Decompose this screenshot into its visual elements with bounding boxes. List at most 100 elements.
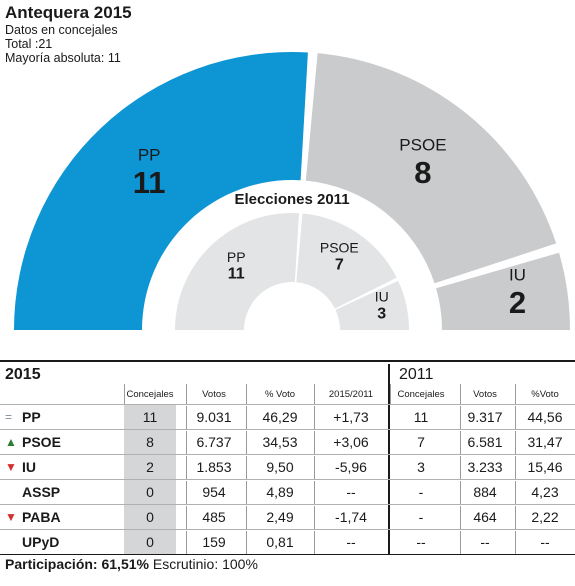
table-year-2015: 2015 [5,366,41,383]
row-rule-1 [0,429,575,430]
header-divider-4 [390,384,391,404]
cell-upyd-concejales-2011: -- [416,534,426,550]
table-bottom-rule [0,554,575,555]
outer-iu-label: IU [509,266,526,285]
inner-iu-slice [335,280,409,330]
outer-psoe-label: PSOE [399,135,446,154]
cell-pp-diff: +1,73 [333,409,369,425]
results-table: 2015 2011 Participación: 61,51% Escrutin… [0,360,575,586]
row-divider-5-3 [460,531,461,554]
row-divider-4-3 [460,506,461,529]
row-marker-iu: ▼ [5,460,17,474]
row-party-iu: IU [22,459,36,475]
outer-iu-slice [436,252,570,330]
row-divider-1-1 [246,431,247,454]
cell-iu-pct: 9,50 [266,459,294,475]
row-party-assp: ASSP [22,484,61,500]
row-divider-1-4 [515,431,516,454]
cell-upyd-votos-2011: -- [480,534,490,550]
chart-subtitle-total: Total :21 [5,37,53,51]
outer-iu-value: 2 [509,285,526,320]
participation-footer: Participación: 61,51% Escrutinio: 100% [5,556,258,572]
row-divider-4-0 [186,506,187,529]
row-divider-3-1 [246,481,247,504]
cell-assp-pct-2011: 4,23 [531,484,559,500]
header-divider-1 [186,384,187,404]
row-rule-4 [0,504,575,505]
row-divider-1-3 [460,431,461,454]
cell-pp-votos-2011: 9.317 [467,409,503,425]
row-divider-5-0 [186,531,187,554]
chart-header: Antequera 2015 Datos en concejales Total… [5,3,132,65]
year-separator [388,364,390,554]
row-divider-0-2 [314,406,315,429]
cell-psoe-votos-2011: 6.581 [467,434,503,450]
row-divider-3-2 [314,481,315,504]
header-2015-1: Votos [202,389,226,400]
row-divider-2-4 [515,456,516,479]
cell-psoe-votos: 6.737 [196,434,232,450]
chart-subtitle-majority: Mayoría absoluta: 11 [5,51,121,65]
row-divider-1-2 [314,431,315,454]
row-rule-0 [0,404,575,405]
outer-pp-slice [14,52,308,330]
cell-assp-votos-2011: 884 [473,484,497,500]
cell-paba-pct: 2,49 [266,509,294,525]
row-divider-3-3 [460,481,461,504]
row-divider-2-0 [186,456,187,479]
scrutiny-text: Escrutinio: 100% [152,556,258,572]
cell-paba-concejales-2011: - [418,509,424,525]
cell-assp-concejales: 0 [146,484,154,500]
row-rule-3 [0,479,575,480]
cell-psoe-pct: 34,53 [262,434,298,450]
row-divider-0-4 [515,406,516,429]
row-divider-3-4 [515,481,516,504]
row-party-psoe: PSOE [22,434,61,450]
outer-pp-label: PP [138,146,161,165]
cell-assp-pct: 4,89 [266,484,294,500]
header-2011-1: Votos [473,389,497,400]
cell-iu-concejales-2011: 3 [417,459,425,475]
row-divider-2-2 [314,456,315,479]
row-party-pp: PP [22,409,41,425]
row-divider-1-0 [186,431,187,454]
header-divider-6 [515,384,516,404]
chart-subtitle-units: Datos en concejales [5,23,118,37]
inner-iu-label: IU [375,289,389,305]
row-marker-pp: = [5,410,13,424]
inner-pp-value: 11 [228,266,245,283]
inner-pp-label: PP [227,249,246,265]
cell-psoe-concejales-2011: 7 [417,434,425,450]
cell-assp-concejales-2011: - [418,484,424,500]
cell-iu-diff: -5,96 [335,459,367,475]
row-divider-4-4 [515,506,516,529]
cell-upyd-pct-2011: -- [540,534,550,550]
cell-upyd-diff: -- [346,534,356,550]
cell-pp-concejales: 11 [142,409,158,425]
row-divider-4-2 [314,506,315,529]
header-divider-2 [246,384,247,404]
inner-psoe-value: 7 [335,256,344,273]
table-year-2011: 2011 [399,366,434,383]
cell-iu-votos-2011: 3.233 [467,459,503,475]
cell-upyd-concejales: 0 [146,534,154,550]
header-divider-5 [460,384,461,404]
cell-assp-votos: 954 [202,484,226,500]
cell-pp-concejales-2011: 11 [413,409,429,425]
cell-paba-votos: 485 [202,509,226,525]
row-marker-psoe: ▲ [5,435,17,449]
row-divider-5-2 [314,531,315,554]
header-2015-2: % Voto [264,389,296,400]
row-divider-0-0 [186,406,187,429]
header-divider-0 [124,384,125,404]
outer-psoe-slice [305,53,557,284]
cell-paba-votos-2011: 464 [473,509,497,525]
cell-psoe-concejales: 8 [146,434,154,450]
inner-ring-title: Elecciones 2011 [234,191,349,208]
row-divider-0-1 [246,406,247,429]
inner-pp-slice [175,213,299,330]
cell-paba-concejales: 0 [146,509,154,525]
row-divider-2-1 [246,456,247,479]
row-divider-5-1 [246,531,247,554]
